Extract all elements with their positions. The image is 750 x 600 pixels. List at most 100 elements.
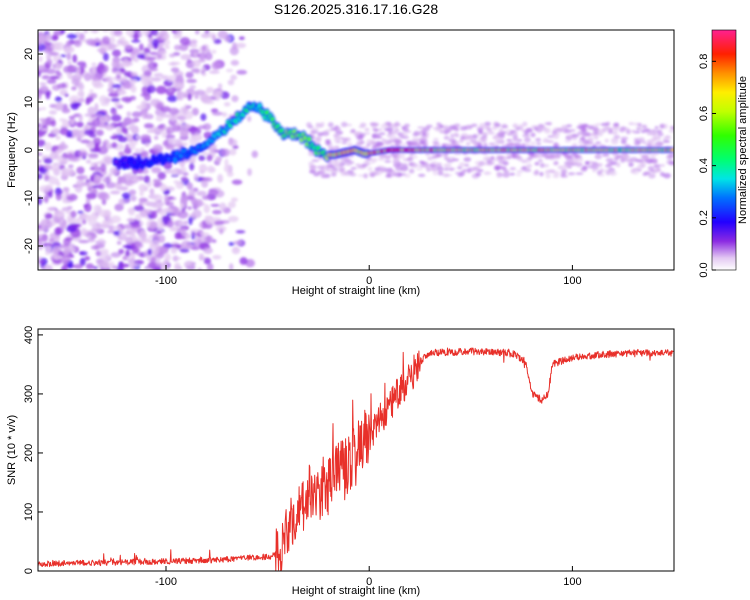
noise-blob xyxy=(103,139,110,144)
noise-blob xyxy=(146,84,156,94)
haze-blob xyxy=(370,140,377,146)
noise-blob xyxy=(204,177,213,182)
haze-blob xyxy=(585,161,590,166)
noise-blob xyxy=(73,39,82,48)
noise-blob xyxy=(197,267,202,270)
haze-blob xyxy=(433,137,439,141)
noise-blob xyxy=(78,113,83,122)
noise-blob xyxy=(50,34,59,41)
noise-blob xyxy=(210,203,220,207)
haze-blob xyxy=(325,138,331,144)
noise-blob xyxy=(127,218,134,222)
haze-blob xyxy=(327,122,334,128)
noise-blob xyxy=(80,227,88,236)
haze-blob xyxy=(392,155,398,159)
haze-blob xyxy=(619,126,627,130)
noise-blob xyxy=(214,220,225,226)
noise-blob xyxy=(227,138,238,147)
noise-blob xyxy=(161,131,167,138)
noise-blob xyxy=(190,246,200,251)
haze-blob xyxy=(333,126,341,132)
haze-blob xyxy=(432,127,441,130)
noise-blob xyxy=(98,74,103,81)
noise-blob xyxy=(225,68,234,73)
haze-blob xyxy=(635,159,643,163)
haze-blob xyxy=(645,129,651,133)
noise-blob xyxy=(81,219,87,225)
noise-blob xyxy=(124,143,130,153)
haze-blob xyxy=(488,142,496,146)
haze-blob xyxy=(417,173,426,177)
haze-blob xyxy=(395,165,403,171)
haze-blob xyxy=(442,173,450,178)
haze-blob xyxy=(426,167,431,172)
haze-blob xyxy=(325,167,333,173)
noise-blob xyxy=(64,237,74,241)
haze-blob xyxy=(539,162,545,168)
haze-blob xyxy=(566,124,573,128)
haze-blob xyxy=(654,167,661,172)
noise-blob xyxy=(231,95,239,103)
noise-blob xyxy=(120,127,129,133)
noise-blob xyxy=(168,88,175,92)
noise-blob xyxy=(85,96,94,103)
haze-blob xyxy=(545,173,551,179)
noise-blob xyxy=(114,184,124,188)
noise-blob xyxy=(157,50,167,55)
noise-blob xyxy=(215,156,221,164)
noise-blob xyxy=(164,253,171,262)
haze-blob xyxy=(506,132,514,136)
noise-blob xyxy=(251,150,259,158)
noise-blob xyxy=(223,35,232,42)
noise-blob xyxy=(83,30,89,34)
haze-blob xyxy=(388,139,395,143)
noise-blob xyxy=(153,135,159,140)
noise-blob xyxy=(99,209,109,218)
haze-blob xyxy=(469,138,477,144)
noise-blob xyxy=(126,111,132,117)
noise-blob xyxy=(76,61,87,66)
haze-blob xyxy=(581,132,589,137)
noise-blob xyxy=(141,86,148,95)
haze-blob xyxy=(463,157,472,162)
haze-blob xyxy=(356,135,364,141)
noise-blob xyxy=(43,45,53,55)
noise-blob xyxy=(116,39,123,45)
noise-blob xyxy=(211,111,223,116)
haze-blob xyxy=(312,127,319,132)
noise-blob xyxy=(151,77,162,82)
noise-blob xyxy=(172,82,184,89)
noise-blob xyxy=(219,202,227,211)
colorbar-label: Normalized spectral amplitude xyxy=(737,76,749,224)
haze-blob xyxy=(612,124,620,131)
y-tick-label: -10 xyxy=(23,190,35,206)
haze-blob xyxy=(401,142,407,148)
haze-blob xyxy=(363,160,370,164)
noise-blob xyxy=(165,144,175,150)
noise-blob xyxy=(201,180,209,188)
haze-blob xyxy=(610,139,619,145)
haze-blob xyxy=(482,156,491,162)
noise-blob xyxy=(177,227,183,233)
haze-blob xyxy=(663,123,668,129)
noise-blob xyxy=(212,255,222,260)
haze-blob xyxy=(632,169,639,175)
noise-blob xyxy=(54,209,65,217)
noise-blob xyxy=(78,151,89,157)
noise-blob xyxy=(176,115,187,121)
noise-blob xyxy=(143,175,150,184)
haze-blob xyxy=(668,129,674,133)
haze-blob xyxy=(499,131,504,135)
haze-blob xyxy=(577,131,584,136)
haze-blob xyxy=(465,141,471,146)
noise-blob xyxy=(179,203,185,209)
haze-blob xyxy=(653,165,658,169)
noise-blob xyxy=(202,220,207,229)
noise-blob xyxy=(141,30,151,36)
noise-blob xyxy=(193,173,199,182)
noise-blob xyxy=(117,180,128,184)
haze-blob xyxy=(420,129,427,133)
noise-blob xyxy=(211,61,221,71)
haze-blob xyxy=(321,130,330,136)
haze-blob xyxy=(588,126,595,130)
